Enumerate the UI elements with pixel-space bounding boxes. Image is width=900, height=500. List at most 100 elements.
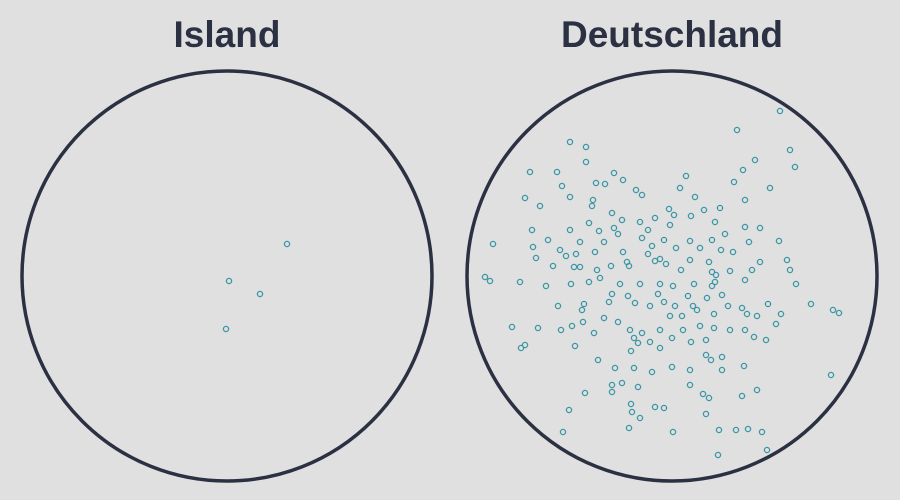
dot (677, 266, 685, 274)
dot (632, 186, 640, 194)
dot (665, 205, 673, 213)
dot (585, 219, 593, 227)
dot (593, 266, 601, 274)
dot (724, 302, 732, 310)
dot (486, 277, 494, 285)
dot (732, 426, 740, 434)
dot (580, 300, 588, 308)
dot (772, 320, 780, 328)
panel-title-island: Island (174, 14, 281, 55)
dot (669, 428, 677, 436)
dot (716, 204, 724, 212)
dot (702, 336, 710, 344)
dot (566, 138, 574, 146)
dot (729, 248, 737, 256)
panel-deutschland: Deutschland (465, 14, 879, 483)
dot (660, 404, 668, 412)
dot (614, 318, 622, 326)
dot (588, 202, 596, 210)
dot (625, 424, 633, 432)
panel-title-deutschland: Deutschland (561, 14, 783, 55)
dot (481, 273, 489, 281)
dot (489, 240, 497, 248)
dot (764, 300, 772, 308)
dot (607, 262, 615, 270)
dot (670, 211, 678, 219)
dot (627, 347, 635, 355)
dot (733, 126, 741, 134)
dot (589, 196, 597, 204)
dot (691, 193, 699, 201)
dot (751, 156, 759, 164)
dot (651, 257, 659, 265)
dot (763, 446, 771, 454)
dot (686, 381, 694, 389)
dot (708, 236, 716, 244)
dot (668, 334, 676, 342)
dot (611, 364, 619, 372)
dot (710, 324, 718, 332)
dot (739, 166, 747, 174)
dot (591, 248, 599, 256)
dot (718, 366, 726, 374)
dot (708, 268, 716, 276)
outline-circle-deutschland (465, 69, 879, 483)
dot (738, 304, 746, 312)
dot (705, 258, 713, 266)
dot (711, 278, 719, 286)
dot (596, 274, 604, 282)
dot (532, 254, 540, 262)
dot (638, 191, 646, 199)
dot (777, 310, 785, 318)
dot (744, 425, 752, 433)
dot (634, 339, 642, 347)
dot (508, 323, 516, 331)
dot (756, 224, 764, 232)
dot (762, 336, 770, 344)
dot (553, 168, 561, 176)
dot (656, 344, 664, 352)
dot (651, 403, 659, 411)
panel-island: Island (20, 14, 434, 483)
dot (687, 338, 695, 346)
dot (516, 278, 524, 286)
dot (625, 262, 633, 270)
dot (648, 368, 656, 376)
dot (766, 184, 774, 192)
dot (558, 182, 566, 190)
dot (528, 226, 536, 234)
dot (660, 236, 668, 244)
dot (630, 364, 638, 372)
dot (702, 410, 710, 418)
dot (711, 218, 719, 226)
dot (715, 426, 723, 434)
dot (741, 276, 749, 284)
dot (745, 238, 753, 246)
dot (634, 383, 642, 391)
dot (601, 180, 609, 188)
dot (753, 312, 761, 320)
dot (741, 196, 749, 204)
dot (225, 277, 233, 285)
dot (654, 290, 662, 298)
dot (678, 312, 686, 320)
dot (791, 163, 799, 171)
dot (656, 280, 664, 288)
dot (557, 326, 565, 334)
dot (684, 292, 692, 300)
dot (576, 238, 584, 246)
dot (556, 246, 564, 254)
dot (595, 227, 603, 235)
dot (644, 250, 652, 258)
dot (721, 230, 729, 238)
dot (696, 244, 704, 252)
dot (536, 202, 544, 210)
dot (222, 325, 230, 333)
dot (644, 226, 652, 234)
dot (600, 314, 608, 322)
dot (628, 408, 636, 416)
dot (690, 280, 698, 288)
dot (576, 263, 584, 271)
dot (827, 371, 835, 379)
dot (835, 309, 843, 317)
